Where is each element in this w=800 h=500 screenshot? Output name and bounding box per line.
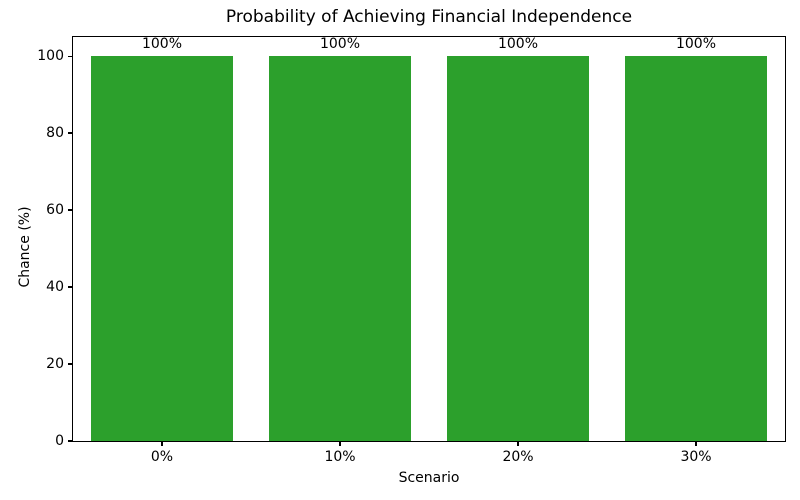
bar-value-label: 100% — [675, 36, 717, 53]
y-tick-mark — [68, 440, 72, 442]
plot-area: 0 20 40 60 80 100 100% 100% 100% 100% 0% 10% 20% 30… — [37, 36, 786, 465]
y-tick-mark — [68, 132, 72, 134]
x-tick-label: 30% — [680, 449, 712, 465]
x-tick-label: 0% — [150, 449, 174, 465]
y-tick-label: 80 — [46, 125, 64, 142]
x-axis-title: Scenario — [398, 470, 460, 486]
x-tick-mark — [695, 442, 697, 446]
y-tick-label: 60 — [46, 202, 64, 219]
chart-title: Probability of Achieving Financial Indep… — [225, 7, 633, 27]
bar-0% — [90, 56, 234, 441]
x-tick-label: 10% — [324, 449, 356, 465]
x-tick-mark — [161, 442, 163, 446]
bar-value-label: 100% — [141, 36, 183, 53]
x-tick-mark — [339, 442, 341, 446]
y-tick-mark — [68, 363, 72, 365]
bar-30% — [624, 56, 768, 441]
bar-value-label: 100% — [319, 36, 361, 53]
y-tick-label: 20 — [46, 356, 64, 373]
bar-20% — [446, 56, 590, 441]
y-tick-label: 100 — [37, 48, 64, 65]
y-tick-mark — [68, 55, 72, 57]
x-tick-label: 20% — [502, 449, 534, 465]
y-tick-mark — [68, 209, 72, 211]
bar-10% — [268, 56, 412, 441]
y-axis-title: Chance (%) — [17, 206, 33, 288]
y-tick-mark — [68, 286, 72, 288]
bar-value-label: 100% — [497, 36, 539, 53]
x-tick-mark — [517, 442, 519, 446]
y-tick-label: 0 — [55, 433, 64, 449]
y-tick-label: 40 — [46, 279, 64, 296]
